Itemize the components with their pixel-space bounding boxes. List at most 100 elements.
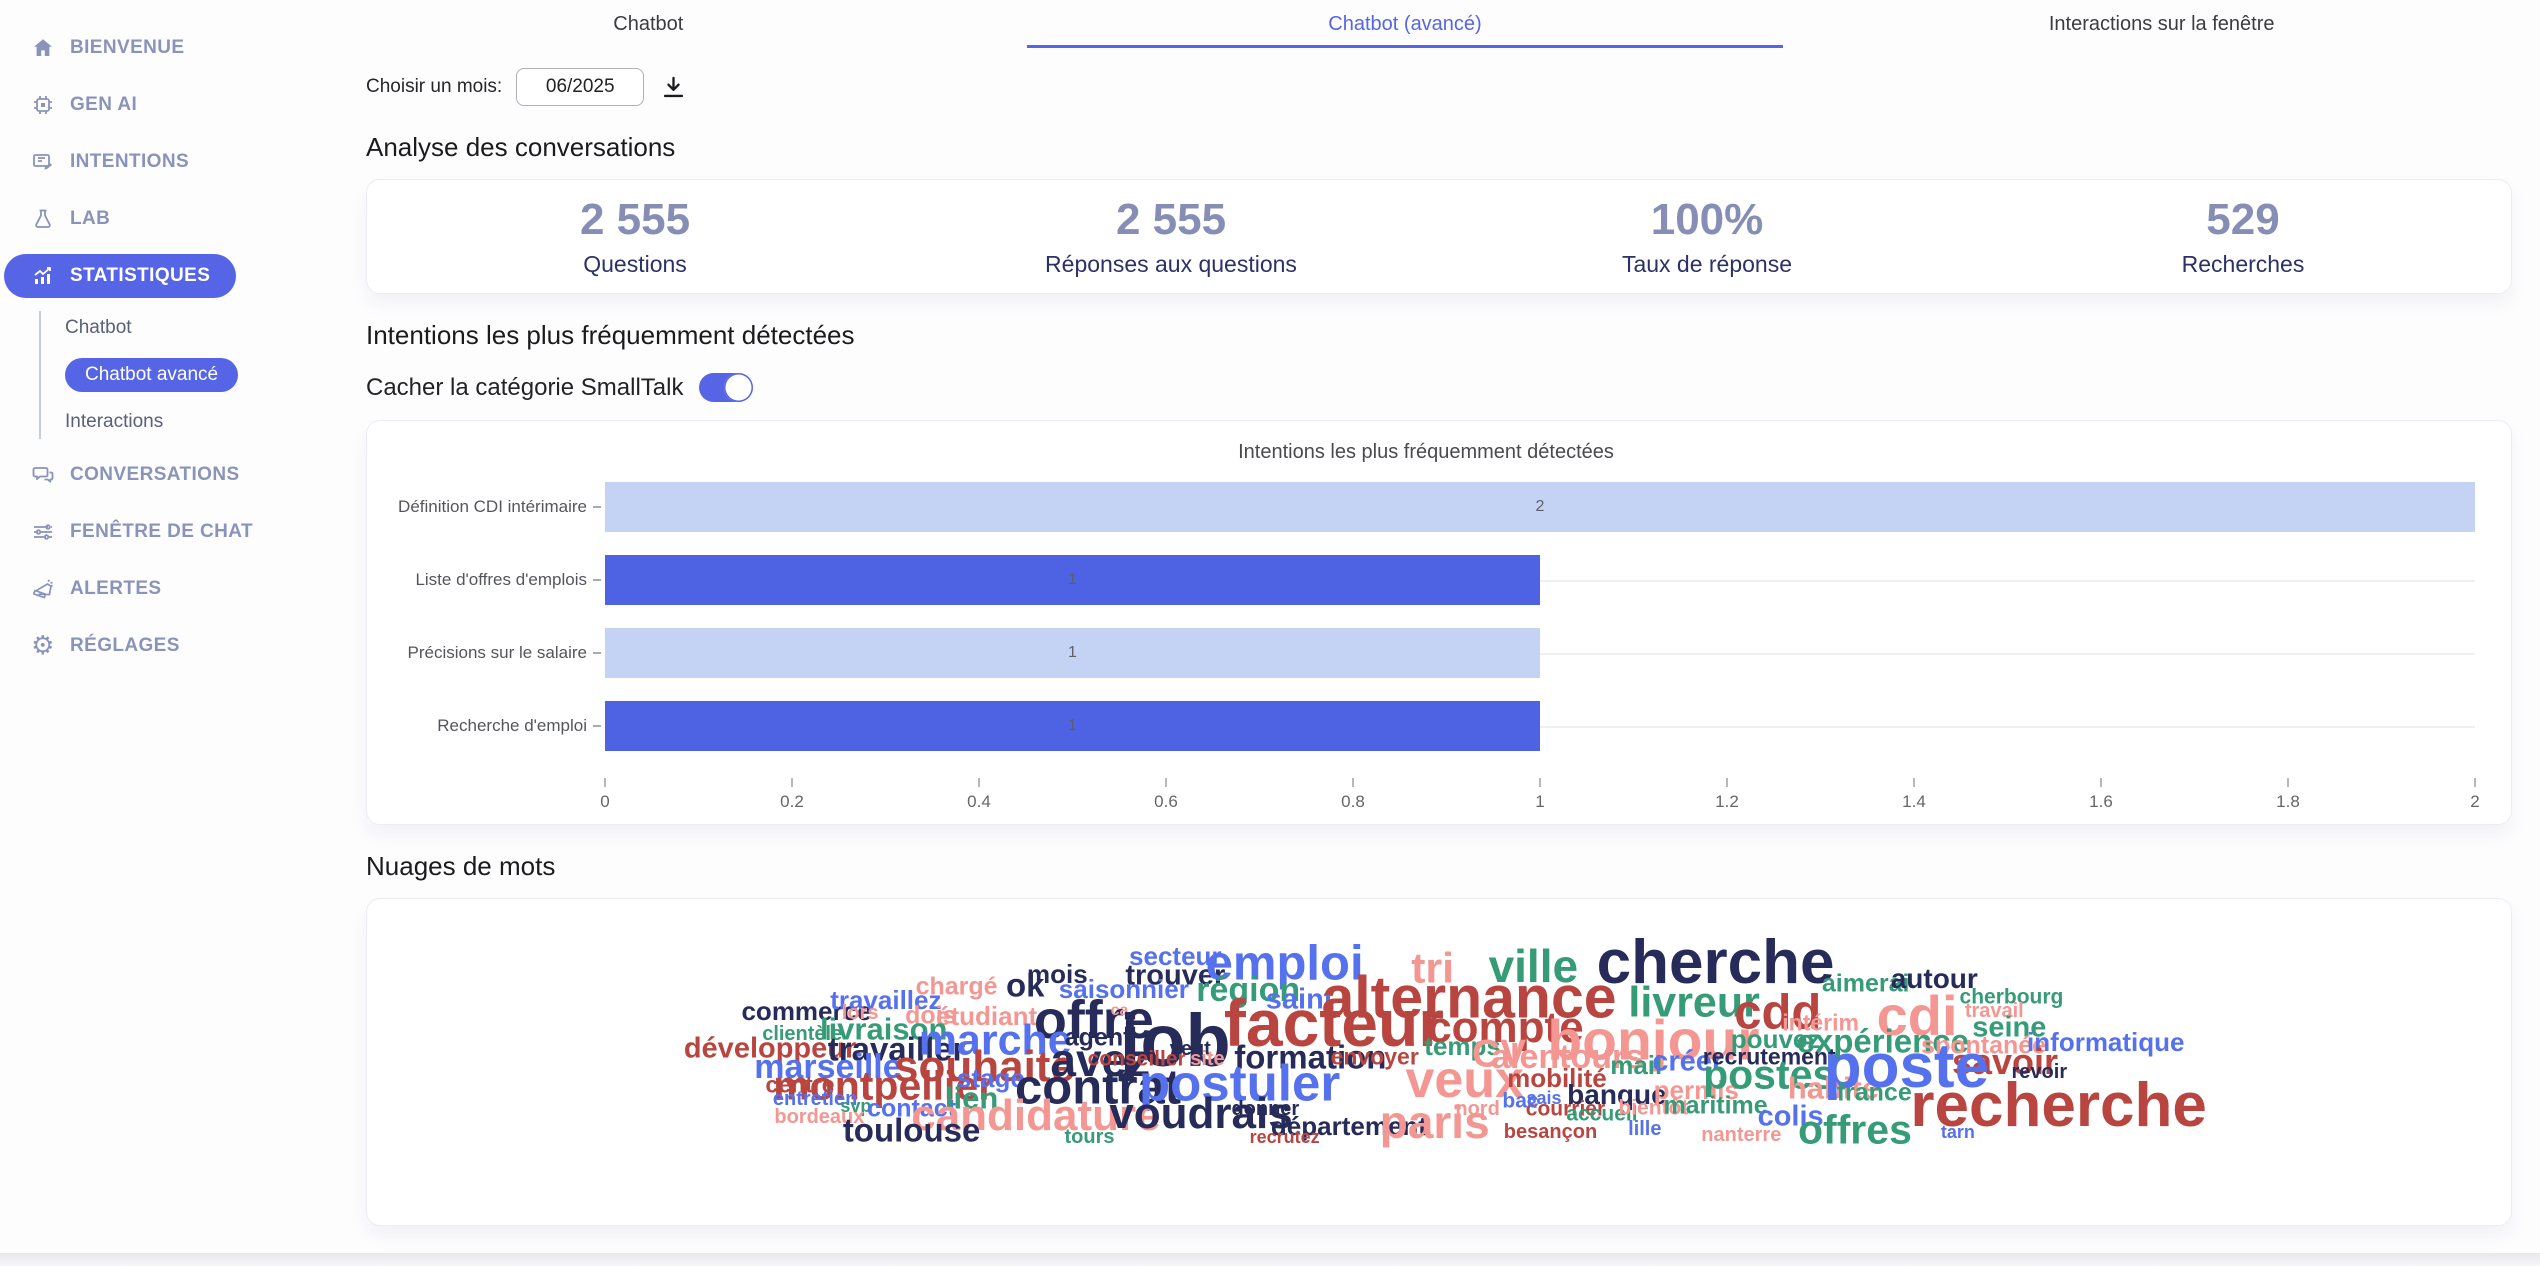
sidebar-item-bienvenue[interactable]: BIENVENUE	[0, 26, 270, 70]
chart-title: Intentions les plus fréquemment détectée…	[1238, 441, 1614, 463]
wordcloud-word: accueil	[1566, 1102, 1638, 1126]
bar: 1	[605, 628, 1540, 678]
wordcloud-word: lien	[944, 1080, 999, 1116]
sidebar-subitem-chatbot[interactable]: Chatbot	[65, 311, 270, 345]
sidebar-item-label: CONVERSATIONS	[70, 464, 240, 485]
axis-tick-label: 1	[1535, 792, 1545, 811]
wordcloud-word: chargé	[915, 972, 998, 1001]
stat-item: 529 Recherches	[1975, 195, 2511, 278]
wordcloud-word: besançon	[1503, 1121, 1598, 1144]
wordcloud-word: envoyer	[1330, 1043, 1419, 1070]
intentions-icon	[30, 149, 56, 175]
sidebar-subitem-interactions[interactable]: Interactions	[65, 405, 270, 439]
gear-icon: ⚙	[31, 631, 55, 661]
sidebar-subitem-chatbot-avance[interactable]: Chatbot avancé	[65, 358, 239, 392]
wordcloud-word: banque	[1567, 1078, 1667, 1110]
sidebar-item-gen-ai[interactable]: GEN AI	[0, 83, 270, 127]
sliders-icon	[30, 519, 56, 545]
sidebar-item-label: GEN AI	[70, 94, 138, 115]
axis-tick-label: 1.6	[2089, 792, 2113, 811]
wordcloud-word: autour	[1890, 962, 1978, 994]
stat-value: 100%	[1650, 195, 1764, 244]
sidebar-item-reglages[interactable]: ⚙ RÉGLAGES	[0, 624, 270, 668]
bar: 1	[605, 701, 1540, 751]
wordcloud-word: nanterre	[1701, 1124, 1782, 1147]
wordcloud-word: trouver	[1125, 959, 1226, 992]
wordcloud-word: courrier	[1525, 1097, 1606, 1121]
wordcloud-word: saisonnier	[1058, 973, 1189, 1004]
wordcloud-word: livreur	[1628, 978, 1760, 1027]
wordcloud-word: informatique	[2027, 1027, 2185, 1058]
wordcloud-word: postes	[1703, 1051, 1836, 1098]
bar-value-label: 1	[1068, 571, 1077, 588]
sidebar-item-conversations[interactable]: CONVERSATIONS	[0, 453, 270, 497]
wordcloud-word: travail	[1964, 1000, 2024, 1023]
bar-track: 2	[605, 482, 2475, 532]
wordcloud-word: temps	[1424, 1030, 1501, 1061]
wordcloud-word: conseiller	[1087, 1047, 1186, 1071]
content-area: Choisir un mois: Analyse des conversatio…	[270, 68, 2540, 1226]
wordcloud-word: étudiant	[936, 1001, 1038, 1032]
chip-icon	[30, 92, 56, 118]
axis-tick-mark	[1539, 778, 1541, 787]
wordcloud-word: centre	[765, 1071, 835, 1098]
stat-item: 2 555 Questions	[367, 195, 903, 278]
tab-interactions-fenetre[interactable]: Interactions sur la fenêtre	[1783, 0, 2540, 48]
month-picker-label: Choisir un mois:	[366, 76, 503, 97]
sidebar-subitem-label: Chatbot	[65, 317, 132, 338]
stats-icon	[30, 263, 56, 289]
sidebar-item-lab[interactable]: LAB	[0, 197, 270, 241]
smalltalk-toggle-label: Cacher la catégorie SmallTalk	[366, 373, 684, 401]
category-label: Définition CDI intérimaire	[398, 497, 587, 516]
wordcloud-word: agent	[1064, 1023, 1132, 1052]
wordcloud-word: tarn	[1940, 1122, 1975, 1143]
smalltalk-toggle-row: Cacher la catégorie SmallTalk	[366, 373, 2512, 402]
month-input[interactable]	[516, 68, 645, 106]
wordcloud-word: bordeaux	[774, 1106, 865, 1129]
axis-tick-label: 1.4	[1902, 792, 1926, 811]
tab-label: Chatbot	[613, 12, 684, 35]
wordcloud-word: poste	[1823, 1031, 1990, 1101]
sidebar-item-intentions[interactable]: INTENTIONS	[0, 140, 270, 184]
wordcloud-word: toulouse	[842, 1111, 981, 1149]
sidebar-item-alertes[interactable]: ALERTES	[0, 567, 270, 611]
chart-row: Recherche d'emploi 1	[377, 701, 2475, 751]
sidebar-item-label: RÉGLAGES	[70, 635, 180, 656]
sidebar-item-label: BIENVENUE	[70, 37, 185, 58]
axis-tick-label: 0.6	[1154, 792, 1178, 811]
wordcloud-word: commerce	[741, 996, 872, 1027]
sidebar-item-statistiques[interactable]: STATISTIQUES	[4, 254, 236, 298]
download-button[interactable]	[658, 72, 689, 103]
horizontal-scrollbar-track[interactable]	[0, 1253, 2540, 1266]
axis-tick-mark	[2100, 778, 2102, 787]
tab-chatbot-avance[interactable]: Chatbot (avancé)	[1026, 0, 1784, 48]
chart-plot: Définition CDI intérimaire 2 Liste d'offre…	[377, 482, 2475, 751]
wordcloud-word: intérim	[1782, 1009, 1859, 1036]
axis-tick-mark	[1165, 778, 1167, 787]
axis-tick-label: 0.2	[780, 792, 804, 811]
stat-value: 2 555	[1115, 195, 1227, 244]
wordcloud-word: saint	[1265, 983, 1334, 1016]
wordcloud-word: région	[1196, 971, 1301, 1010]
wordcloud-word: contrat	[1015, 1060, 1182, 1115]
wordcloud-word: offre	[1033, 989, 1154, 1050]
wordcloud-word: postuler	[1139, 1054, 1341, 1112]
wordcloud-word: créer	[1652, 1045, 1724, 1078]
wordcloud-word: ville	[1488, 939, 1579, 992]
sidebar-item-label: LAB	[70, 208, 111, 229]
section-title-wordcloud: Nuages de mots	[366, 851, 556, 881]
wordcloud-word: svp	[840, 1096, 872, 1116]
wordcloud-word: site	[1190, 1047, 1225, 1070]
wordcloud-word: ca	[1110, 1002, 1129, 1020]
axis-tick-label: 1.8	[2276, 792, 2300, 811]
sidebar-item-fenetre-de-chat[interactable]: FENÊTRE DE CHAT	[0, 510, 270, 554]
wordcloud-word: tri	[1411, 944, 1455, 993]
wordcloud-word: recrutement	[1702, 1043, 1836, 1070]
smalltalk-toggle[interactable]	[699, 373, 754, 402]
tab-chatbot[interactable]: Chatbot	[270, 0, 1027, 48]
category-tick	[593, 506, 601, 508]
wordcloud-word: habite	[1787, 1070, 1880, 1106]
stat-label: Réponses aux questions	[1045, 251, 1297, 277]
wordcloud-word: sais	[1526, 1087, 1562, 1108]
sidebar-item-label: ALERTES	[70, 578, 162, 599]
